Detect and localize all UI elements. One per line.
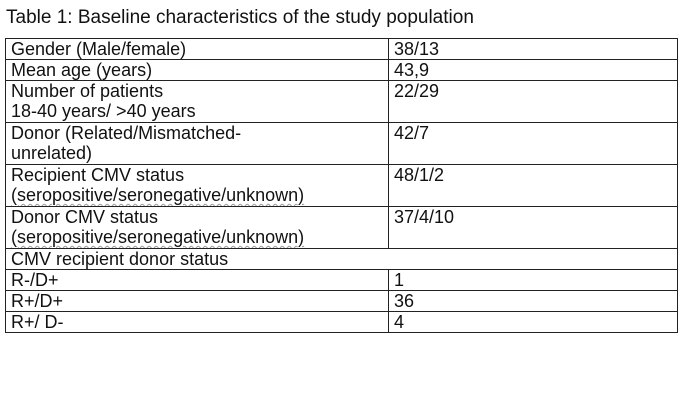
row-label-continuation: (seropositive/seronegative/unknown) — [11, 185, 305, 205]
row-label: Recipient CMV status — [11, 165, 185, 186]
row-value: 37/4/10 — [394, 207, 455, 228]
row-label-cell: Gender (Male/female) — [5, 38, 389, 60]
row-value-cell: 4 — [388, 311, 678, 333]
row-label-continuation: (seropositive/seronegative/unknown) — [11, 227, 305, 247]
row-label-continuation: unrelated) — [11, 143, 93, 163]
row-label-cell: Number of patients 18-40 years/ >40 year… — [5, 80, 389, 123]
row-value-cell: 42/7 — [388, 122, 678, 165]
row-label-continuation: 18-40 years/ >40 years — [11, 101, 196, 121]
table-row-mean-age: Mean age (years) 43,9 — [5, 59, 678, 81]
row-value-cell: 1 — [388, 269, 678, 291]
row-label-cell: Donor CMV status (seropositive/seronegat… — [5, 206, 389, 249]
table-row-recipient-cmv-status: Recipient CMV status (seropositive/seron… — [5, 164, 678, 207]
row-label: R-/D+ — [11, 270, 59, 290]
row-value: 48/1/2 — [394, 165, 445, 186]
table-row-r-plus-d-minus: R+/ D- 4 — [5, 311, 678, 333]
row-label-cell: Recipient CMV status (seropositive/seron… — [5, 164, 389, 207]
row-value: 38/13 — [394, 39, 440, 59]
table-row-r-minus-d-plus: R-/D+ 1 — [5, 269, 678, 291]
table-row-donor: Donor (Related/Mismatched- unrelated) 42… — [5, 122, 678, 165]
table-row-number-of-patients: Number of patients 18-40 years/ >40 year… — [5, 80, 678, 123]
row-value: 43,9 — [394, 60, 430, 80]
table-row-gender: Gender (Male/female) 38/13 — [5, 38, 678, 60]
table-row-donor-cmv-status: Donor CMV status (seropositive/seronegat… — [5, 206, 678, 249]
row-label: Mean age (years) — [11, 60, 153, 80]
row-value: 22/29 — [394, 81, 440, 102]
row-label: Donor CMV status — [11, 207, 159, 228]
table-caption: Table 1: Baseline characteristics of the… — [6, 7, 474, 28]
section-heading: CMV recipient donor status — [11, 249, 229, 269]
row-label: Gender (Male/female) — [11, 39, 187, 59]
row-label-cell: R+/ D- — [5, 311, 389, 333]
row-value-cell: 36 — [388, 290, 678, 312]
row-label: R+/ D- — [11, 312, 64, 332]
table-section-row: CMV recipient donor status — [5, 248, 678, 270]
row-value-cell: 48/1/2 — [388, 164, 678, 207]
row-label: Donor (Related/Mismatched- — [11, 123, 242, 144]
row-value-cell: 43,9 — [388, 59, 678, 81]
row-value-cell: 22/29 — [388, 80, 678, 123]
row-value: 36 — [394, 291, 415, 311]
table-row-r-plus-d-plus: R+/D+ 36 — [5, 290, 678, 312]
row-label: R+/D+ — [11, 291, 64, 311]
row-label-cell: Donor (Related/Mismatched- unrelated) — [5, 122, 389, 165]
row-value: 4 — [394, 312, 405, 332]
row-label: Number of patients — [11, 81, 164, 102]
row-value-cell: 37/4/10 — [388, 206, 678, 249]
section-heading-cell: CMV recipient donor status — [5, 248, 678, 270]
row-label-cell: Mean age (years) — [5, 59, 389, 81]
baseline-characteristics-table: Gender (Male/female) 38/13 Mean age (yea… — [5, 38, 678, 333]
row-value-cell: 38/13 — [388, 38, 678, 60]
row-label-cell: R-/D+ — [5, 269, 389, 291]
row-label-cell: R+/D+ — [5, 290, 389, 312]
row-value: 42/7 — [394, 123, 430, 144]
row-value: 1 — [394, 270, 405, 290]
